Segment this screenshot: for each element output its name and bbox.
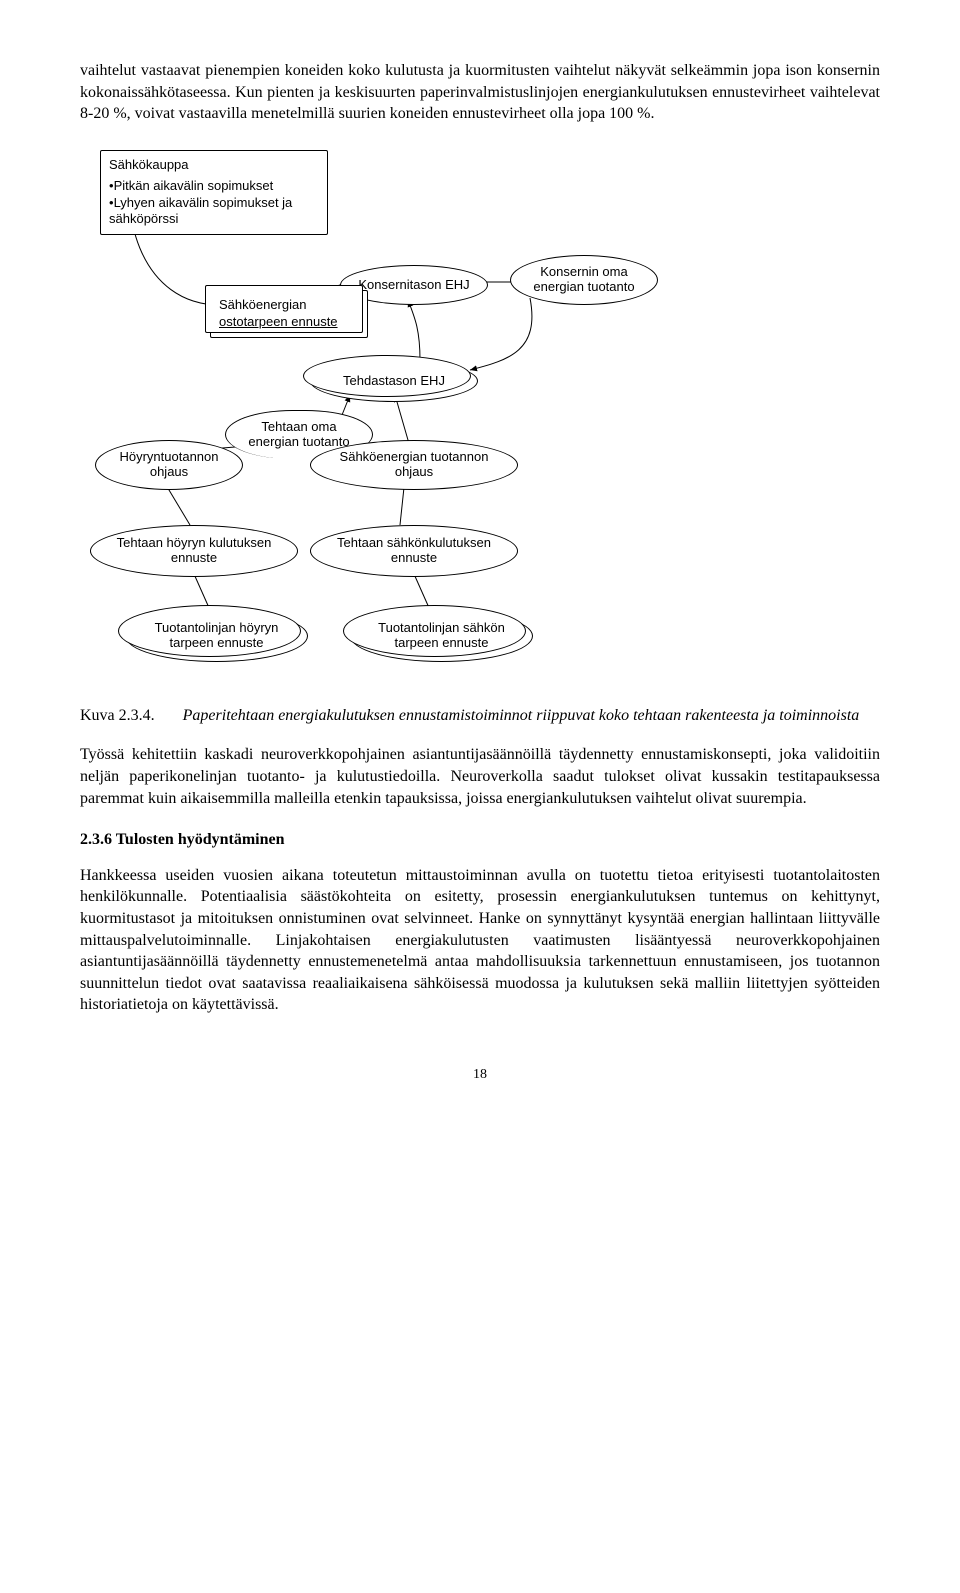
konsernin-oma2: energian tuotanto <box>533 280 634 295</box>
tehtaan-oma2: energian tuotanto <box>248 435 349 450</box>
body-paragraph-3: Hankkeessa useiden vuosien aikana toteut… <box>80 865 880 1016</box>
konsernin-oma-ellipse: Konsernin oma energian tuotanto <box>510 255 658 305</box>
tuotantolinjan-s-ellipse: Tuotantolinjan sähkön tarpeen ennuste <box>350 610 533 662</box>
lyhyen2-text: sähköpörssi <box>109 211 319 228</box>
sahkoenergian-osto-box: Sähköenergian ostotarpeen ennuste <box>210 290 368 338</box>
lyhyen1-text: Lyhyen aikavälin sopimukset ja <box>114 195 293 210</box>
hoyryntuotannon-ellipse: Höyryntuotannon ohjaus <box>95 440 243 490</box>
hoyryn1: Höyryntuotannon <box>119 450 218 465</box>
tehdastason-text: Tehdastason EHJ <box>343 372 445 390</box>
tls2: tarpeen ennuste <box>395 636 489 651</box>
sahkoenergian-tuot-ellipse: Sähköenergian tuotannon ohjaus <box>310 440 518 490</box>
tlh1: Tuotantolinjan höyryn <box>155 621 279 636</box>
tlh2: tarpeen ennuste <box>170 636 264 651</box>
osto1: Sähköenergian <box>219 297 359 314</box>
tehtaan-oma1: Tehtaan oma <box>261 420 336 435</box>
page-number: 18 <box>80 1066 880 1085</box>
intro-paragraph-1: vaihtelut vastaavat pienempien koneiden … <box>80 60 880 125</box>
osto2: ostotarpeen ennuste <box>219 314 359 331</box>
tehtaan-hoyryn-ellipse: Tehtaan höyryn kulutuksen ennuste <box>90 525 298 577</box>
section-heading: 2.3.6 Tulosten hyödyntäminen <box>80 829 880 851</box>
tehdastason-ellipse: Tehdastason EHJ <box>310 360 478 402</box>
tuotantolinjan-h-ellipse: Tuotantolinjan höyryn tarpeen ennuste <box>125 610 308 662</box>
hoyryn2: ohjaus <box>150 465 188 480</box>
th1: Tehtaan höyryn kulutuksen <box>117 536 272 551</box>
caption-text: Paperitehtaan energiakulutuksen ennustam… <box>183 705 860 727</box>
body-paragraph-2: Työssä kehitettiin kaskadi neuroverkkopo… <box>80 744 880 809</box>
stuot2: ohjaus <box>395 465 433 480</box>
stuot1: Sähköenergian tuotannon <box>340 450 489 465</box>
sahkokauppa-text: Sähkökauppa <box>109 157 319 174</box>
ts2: ennuste <box>391 551 437 566</box>
sahkokauppa-box: Sähkökauppa •Pitkän aikavälin sopimukset… <box>100 150 328 236</box>
caption-label: Kuva 2.3.4. <box>80 705 155 727</box>
figure-caption: Kuva 2.3.4. Paperitehtaan energiakulutuk… <box>80 705 880 727</box>
tls1: Tuotantolinjan sähkön <box>378 621 505 636</box>
pitkan-text: Pitkän aikavälin sopimukset <box>114 178 274 193</box>
konsernin-oma1: Konsernin oma <box>540 265 627 280</box>
ts1: Tehtaan sähkönkulutuksen <box>337 536 491 551</box>
tehtaan-sahkon-ellipse: Tehtaan sähkönkulutuksen ennuste <box>310 525 518 577</box>
energy-flow-diagram: Sähkökauppa •Pitkän aikavälin sopimukset… <box>80 150 720 690</box>
konsernitason-text: Konsernitason EHJ <box>358 276 469 294</box>
th2: ennuste <box>171 551 217 566</box>
